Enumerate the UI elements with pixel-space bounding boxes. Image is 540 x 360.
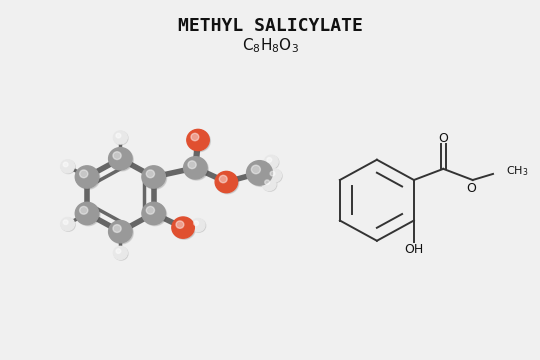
Circle shape xyxy=(63,162,68,167)
Circle shape xyxy=(77,203,100,226)
Circle shape xyxy=(219,175,227,183)
Circle shape xyxy=(248,162,274,186)
Circle shape xyxy=(113,131,127,144)
Text: $\mathregular{C_8H_8O_3}$: $\mathregular{C_8H_8O_3}$ xyxy=(241,36,299,55)
Circle shape xyxy=(194,221,199,225)
Circle shape xyxy=(109,148,132,170)
Circle shape xyxy=(62,161,75,174)
Circle shape xyxy=(191,133,199,141)
Circle shape xyxy=(184,157,207,179)
Circle shape xyxy=(265,180,269,185)
Circle shape xyxy=(62,218,75,231)
Circle shape xyxy=(215,171,238,193)
Circle shape xyxy=(75,166,99,188)
Circle shape xyxy=(247,161,273,185)
Circle shape xyxy=(268,170,282,183)
Circle shape xyxy=(143,203,167,226)
Circle shape xyxy=(264,155,278,168)
Circle shape xyxy=(114,247,128,260)
Circle shape xyxy=(191,219,205,231)
Circle shape xyxy=(114,131,128,145)
Circle shape xyxy=(267,169,281,182)
Circle shape xyxy=(188,130,211,152)
Circle shape xyxy=(146,170,154,178)
Circle shape xyxy=(116,133,121,138)
Circle shape xyxy=(143,167,167,189)
Circle shape xyxy=(188,161,196,168)
Circle shape xyxy=(263,178,277,191)
Circle shape xyxy=(187,129,210,150)
Circle shape xyxy=(262,177,276,191)
Circle shape xyxy=(172,217,194,238)
Circle shape xyxy=(192,219,206,232)
Circle shape xyxy=(142,202,165,225)
Circle shape xyxy=(60,160,75,173)
Circle shape xyxy=(251,165,260,174)
Circle shape xyxy=(79,170,88,178)
Text: CH$_3$: CH$_3$ xyxy=(507,165,529,178)
Text: O: O xyxy=(438,132,448,145)
Circle shape xyxy=(216,172,239,194)
Circle shape xyxy=(270,171,275,176)
Circle shape xyxy=(267,158,272,162)
Circle shape xyxy=(116,249,121,253)
Circle shape xyxy=(75,202,99,225)
Circle shape xyxy=(176,221,184,228)
Circle shape xyxy=(110,222,133,244)
Circle shape xyxy=(173,218,195,239)
Circle shape xyxy=(142,166,165,188)
Circle shape xyxy=(110,149,133,171)
Circle shape xyxy=(63,220,68,225)
Circle shape xyxy=(113,225,121,233)
Circle shape xyxy=(113,246,127,260)
Circle shape xyxy=(146,206,154,214)
Circle shape xyxy=(77,167,100,189)
Text: OH: OH xyxy=(404,243,423,256)
Circle shape xyxy=(60,217,75,231)
Text: O: O xyxy=(466,182,476,195)
Circle shape xyxy=(79,206,88,214)
Circle shape xyxy=(109,221,132,243)
Circle shape xyxy=(113,152,121,159)
Text: METHYL SALICYLATE: METHYL SALICYLATE xyxy=(178,17,362,35)
Circle shape xyxy=(185,158,208,180)
Circle shape xyxy=(265,156,279,169)
